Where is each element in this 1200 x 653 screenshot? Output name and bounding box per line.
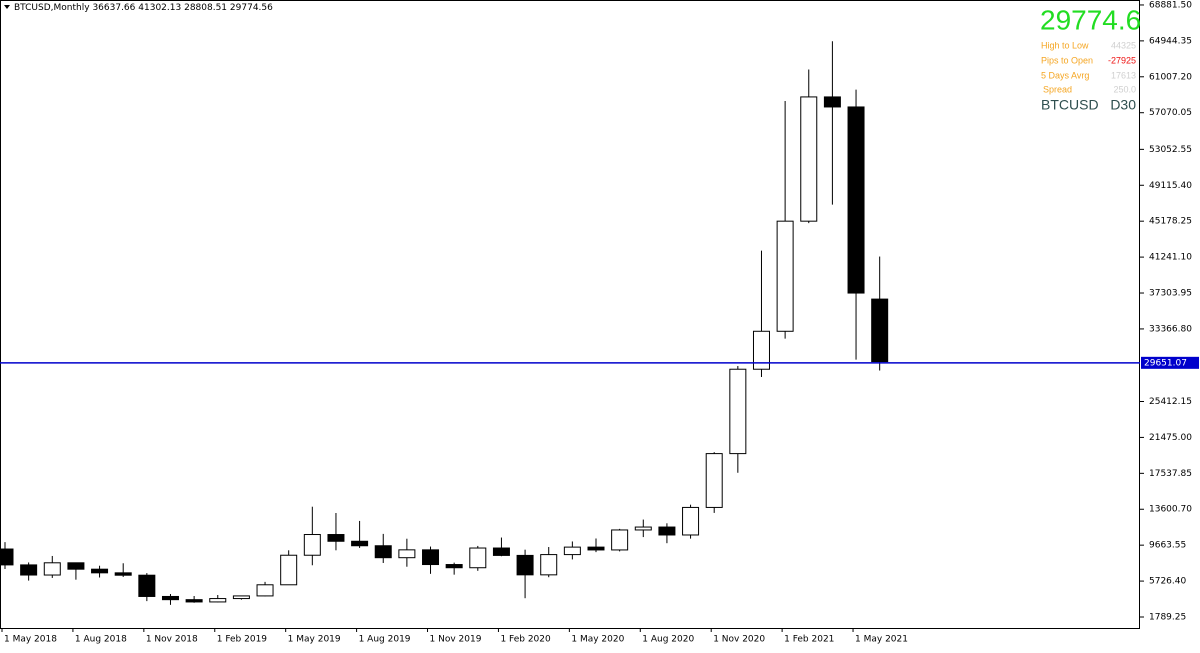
info-label: Spread (1043, 84, 1072, 94)
candle-body (398, 549, 416, 559)
x-tick-label: 1 May 2018 (4, 635, 57, 645)
y-tick-label: 61007.20 (1149, 72, 1192, 82)
y-tick-label: 33366.80 (1149, 324, 1192, 334)
x-tick-label: 1 Nov 2019 (430, 635, 482, 645)
candle-body (91, 568, 109, 574)
info-value: 44325 (1111, 40, 1136, 50)
x-tick-label: 1 Nov 2020 (713, 635, 765, 645)
candle-body (422, 549, 440, 566)
candle-body (492, 547, 510, 556)
candle-body (516, 554, 534, 576)
candle-body (634, 526, 652, 531)
info-symbol: BTCUSD (1041, 97, 1099, 113)
candle-body (256, 584, 274, 597)
y-tick-label: 9663.55 (1149, 541, 1186, 551)
x-tick-label: 1 Nov 2018 (146, 635, 198, 645)
candle-body (351, 540, 369, 547)
x-tick-label: 1 Feb 2021 (784, 635, 834, 645)
candle-body (209, 598, 227, 603)
candle-body (847, 106, 865, 294)
y-tick-label: 17537.85 (1149, 469, 1192, 479)
candle-body (114, 572, 132, 576)
menu-arrow[interactable] (4, 5, 10, 9)
candle-body (658, 526, 676, 536)
x-tick-label: 1 Aug 2020 (642, 635, 694, 645)
info-value: 250.0 (1113, 84, 1136, 94)
info-panel: 29774.6 High to Low 44325 Pips to Open -… (1040, 4, 1141, 112)
y-tick-label: 41241.10 (1149, 253, 1192, 263)
y-tick-label: 13600.70 (1149, 505, 1192, 515)
info-value: 17613 (1111, 70, 1136, 80)
x-tick-label: 1 Feb 2019 (217, 635, 268, 645)
candle-body (327, 534, 345, 542)
info-label: High to Low (1041, 40, 1089, 50)
candle-body (67, 562, 85, 570)
y-tick-label: 45178.25 (1149, 217, 1192, 227)
info-price: 29774.6 (1040, 4, 1141, 35)
candle-body (776, 220, 794, 332)
price-label: 29651.07 (1144, 358, 1187, 368)
candle-body (705, 453, 723, 508)
candle-body (185, 599, 203, 603)
candle-body (280, 554, 298, 586)
info-label: Pips to Open (1041, 55, 1093, 65)
candle-body (374, 545, 392, 559)
candle-body (232, 595, 250, 600)
candle-body (0, 548, 14, 566)
candle-body (682, 506, 700, 536)
plot-frame (0, 0, 1140, 629)
candle-body (800, 96, 818, 222)
x-tick-label: 1 May 2020 (571, 635, 624, 645)
candle-body (469, 547, 487, 569)
candle-body (611, 529, 629, 551)
candle-body (871, 298, 889, 363)
open: 36637.66 (92, 3, 135, 13)
high: 41302.13 (138, 3, 181, 13)
y-tick-label: 37303.95 (1149, 289, 1192, 299)
x-tick-label: 1 May 2021 (855, 635, 908, 645)
candle-body (563, 546, 581, 556)
y-tick-label: 21475.00 (1149, 433, 1192, 443)
chart-header: BTCUSD,Monthly 36637.66 41302.13 28808.5… (14, 3, 273, 13)
x-tick-label: 1 Aug 2018 (75, 635, 127, 645)
info-value: -27925 (1108, 55, 1136, 65)
candle-body (540, 554, 558, 576)
candle-body (161, 595, 179, 601)
candle-body (138, 574, 156, 597)
candle-body (752, 330, 770, 370)
price-label-box (1141, 356, 1199, 369)
y-tick-label: 57070.05 (1149, 108, 1192, 118)
x-tick-label: 1 Aug 2019 (359, 635, 411, 645)
y-tick-label: 64944.35 (1149, 36, 1192, 46)
y-tick-label: 68881.50 (1149, 0, 1192, 10)
symbol: BTCUSD,Monthly (14, 3, 90, 13)
x-tick-label: 1 May 2019 (288, 635, 341, 645)
y-tick-label: 53052.55 (1149, 145, 1192, 155)
candle-body (587, 546, 605, 551)
x-tick-label: 1 Feb 2020 (500, 635, 551, 645)
info-label: 5 Days Avrg (1041, 70, 1089, 80)
candle-body (43, 562, 61, 576)
candle-body (445, 564, 463, 569)
candle-body (20, 564, 38, 576)
candle-body (729, 368, 747, 455)
y-tick-label: 25412.15 (1149, 397, 1192, 407)
y-tick-label: 1789.25 (1149, 612, 1186, 622)
low: 28808.51 (184, 3, 227, 13)
close: 29774.56 (230, 3, 273, 13)
y-tick-label: 5726.40 (1149, 577, 1186, 587)
candle-body (303, 534, 321, 556)
info-period: D30 (1110, 97, 1136, 113)
candle-body (823, 96, 841, 108)
y-tick-label: 49115.40 (1149, 181, 1192, 191)
